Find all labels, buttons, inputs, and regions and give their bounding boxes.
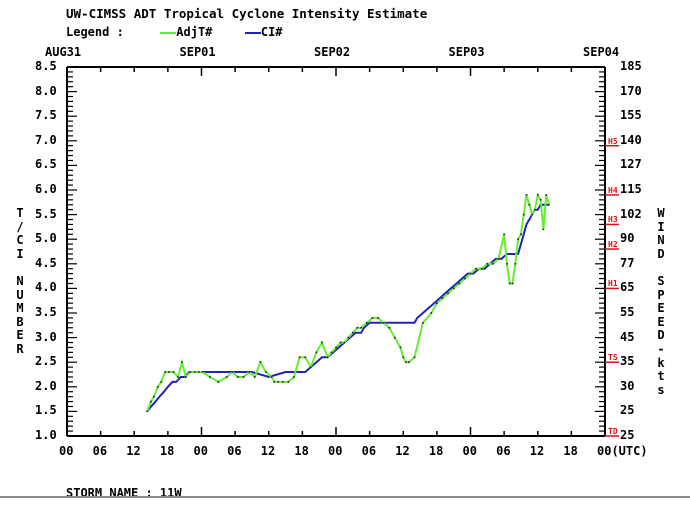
category-marker-label: TS — [608, 353, 618, 363]
y2-tick-label: 140 — [620, 132, 642, 147]
y2-tick-label: 55 — [620, 305, 635, 319]
y2-tick-label: 45 — [620, 329, 635, 344]
x-tick-label: 06 — [361, 444, 377, 458]
x-tick-label: 12 — [260, 444, 276, 458]
y2-tick-label: 115 — [620, 182, 642, 196]
adjt-series-line — [146, 192, 550, 412]
y-tick-label: 5.5 — [35, 206, 57, 221]
x-tick-label: 12 — [529, 444, 545, 458]
y2-tick-label: 90 — [620, 231, 635, 246]
x-tick-label: 18 — [294, 444, 309, 458]
category-marker-label: H4 — [608, 185, 618, 195]
x-tick-label: 12 — [126, 444, 141, 458]
y-tick-label: 4.0 — [35, 280, 57, 295]
x-tick-label: 06 — [227, 444, 242, 458]
x-tick-label: 00 — [462, 444, 477, 458]
y-tick-label: 6.5 — [35, 157, 57, 172]
y2-tick-label: 127 — [620, 157, 642, 172]
category-marker-label: H2 — [608, 240, 618, 250]
x-tick-label: 00(UTC) — [597, 444, 648, 458]
y2-tick-label: 102 — [620, 206, 642, 221]
legend-adjt-swatch — [160, 31, 177, 34]
x-tick-label: 06 — [92, 444, 108, 458]
y-tick-label: 8.0 — [35, 83, 57, 98]
category-marker-label: H1 — [608, 279, 618, 289]
date-label: SEP03 — [448, 45, 485, 59]
y-tick-label: 2.0 — [35, 378, 57, 393]
legend-ci-label: CI# — [260, 25, 283, 39]
y-tick-label: 5.0 — [35, 231, 57, 246]
y-tick-label: 1.5 — [35, 403, 57, 418]
y2-tick-label: 77 — [620, 255, 635, 270]
y2-tick-label: 25 — [620, 428, 635, 442]
date-label: SEP04 — [583, 45, 620, 59]
category-marker-label: TD — [608, 427, 618, 436]
x-tick-label: 18 — [563, 444, 578, 458]
y-tick-label: 3.0 — [35, 329, 57, 344]
y2-tick-label: 170 — [620, 83, 642, 98]
x-tick-label: 00 — [328, 444, 343, 458]
y2-tick-label: 185 — [620, 59, 642, 73]
x-tick-label: 06 — [496, 444, 511, 458]
y-tick-label: 3.5 — [35, 305, 57, 319]
x-tick-label: 12 — [395, 444, 410, 458]
y2-tick-label: 30 — [620, 378, 635, 393]
date-label: SEP01 — [179, 45, 216, 59]
legend-label: Legend : — [66, 25, 124, 39]
axes — [66, 66, 606, 437]
category-marker-label: H5 — [608, 136, 618, 146]
chart-title: UW-CIMSS ADT Tropical Cyclone Intensity … — [66, 6, 428, 21]
category-marker-label: H3 — [608, 215, 618, 225]
x-tick-label: 00 — [59, 444, 74, 458]
legend-adjt-label: AdjT# — [176, 25, 213, 39]
legend-ci-swatch — [244, 31, 261, 34]
y-tick-label: 4.5 — [35, 255, 57, 270]
legend: Legend : AdjT# CI# — [66, 25, 283, 39]
y2-tick-label: 155 — [620, 108, 642, 123]
y-tick-label: 7.0 — [35, 132, 57, 147]
y2-tick-label: 35 — [620, 354, 635, 369]
y-tick-label: 7.5 — [35, 108, 57, 123]
y-tick-label: 8.5 — [35, 59, 57, 73]
y-tick-label: 2.5 — [35, 354, 57, 369]
adjt-series-points — [146, 194, 550, 413]
x-tick-label: 00 — [193, 444, 208, 458]
category-ticks — [605, 144, 619, 437]
y2-tick-label: 65 — [620, 280, 635, 295]
date-label: SEP02 — [314, 45, 351, 59]
y-tick-label: 6.0 — [35, 182, 57, 196]
footer-divider — [0, 496, 690, 498]
y2-tick-label: 25 — [620, 403, 635, 418]
x-tick-label: 18 — [428, 444, 444, 458]
y-tick-label: 1.0 — [35, 428, 57, 442]
date-label: AUG31 — [45, 45, 82, 59]
ci-series-line — [146, 203, 549, 413]
x-tick-label: 18 — [159, 444, 175, 458]
